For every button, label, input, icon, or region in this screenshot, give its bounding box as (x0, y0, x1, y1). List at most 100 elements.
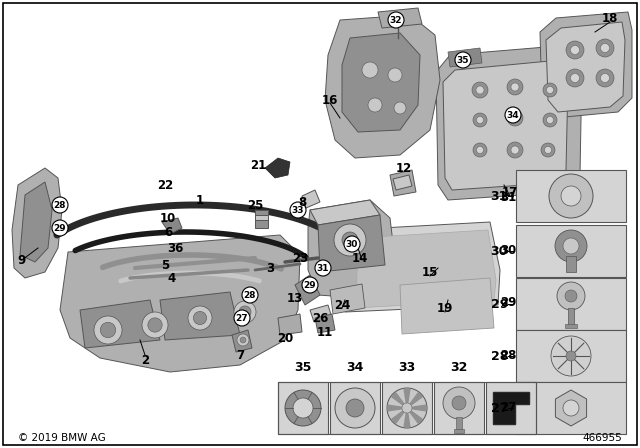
Text: 34: 34 (507, 111, 519, 120)
Text: 30: 30 (491, 245, 508, 258)
Circle shape (188, 306, 212, 330)
Text: 466955: 466955 (582, 433, 622, 443)
Text: 32: 32 (390, 16, 403, 25)
Polygon shape (356, 230, 496, 308)
Circle shape (52, 197, 68, 213)
Circle shape (148, 318, 162, 332)
Bar (454, 429, 464, 433)
Text: 33: 33 (398, 361, 415, 374)
Polygon shape (325, 15, 440, 158)
Polygon shape (390, 170, 416, 196)
Polygon shape (546, 22, 625, 112)
Text: 29: 29 (491, 297, 508, 310)
Polygon shape (318, 215, 385, 272)
Polygon shape (60, 235, 300, 372)
Polygon shape (12, 168, 62, 278)
Text: 27: 27 (236, 314, 248, 323)
Polygon shape (443, 60, 568, 190)
Circle shape (368, 98, 382, 112)
Circle shape (543, 83, 557, 97)
Bar (456, 417, 462, 431)
Circle shape (473, 113, 487, 127)
Circle shape (570, 46, 579, 55)
Circle shape (473, 143, 487, 157)
Circle shape (555, 230, 587, 262)
Polygon shape (393, 175, 412, 190)
Circle shape (505, 107, 521, 123)
Circle shape (443, 387, 475, 419)
Text: 8: 8 (298, 195, 306, 208)
Text: 31: 31 (317, 263, 329, 272)
Circle shape (285, 390, 321, 426)
Circle shape (387, 388, 427, 428)
Text: 12: 12 (396, 161, 412, 175)
Circle shape (239, 306, 251, 318)
Circle shape (142, 312, 168, 338)
Text: 30: 30 (346, 240, 358, 249)
Circle shape (600, 43, 609, 52)
Text: 19: 19 (437, 302, 453, 314)
Polygon shape (400, 278, 494, 334)
Text: 11: 11 (317, 326, 333, 339)
Polygon shape (556, 390, 587, 426)
Text: 25: 25 (247, 198, 263, 211)
Circle shape (477, 116, 483, 124)
Bar (278, 382, 536, 434)
Polygon shape (436, 45, 582, 200)
Circle shape (566, 41, 584, 59)
Text: 36: 36 (167, 241, 183, 254)
Circle shape (302, 277, 318, 293)
Bar (516, 225, 626, 277)
Text: 27: 27 (490, 401, 508, 414)
Text: 4: 4 (168, 271, 176, 284)
Polygon shape (407, 393, 422, 408)
Circle shape (507, 79, 523, 95)
Bar (565, 324, 577, 328)
Circle shape (293, 398, 313, 418)
Polygon shape (232, 330, 252, 352)
Text: 26: 26 (312, 311, 328, 324)
Bar (330, 382, 380, 434)
Polygon shape (308, 200, 395, 298)
Polygon shape (378, 8, 422, 28)
Circle shape (335, 388, 375, 428)
Bar (566, 256, 576, 272)
Bar (568, 308, 574, 326)
Polygon shape (278, 314, 302, 335)
Bar (516, 278, 626, 330)
Circle shape (507, 142, 523, 158)
Circle shape (545, 146, 552, 154)
Circle shape (570, 73, 579, 82)
Circle shape (472, 82, 488, 98)
Circle shape (507, 110, 523, 126)
Text: 10: 10 (160, 211, 176, 224)
Circle shape (388, 68, 402, 82)
Text: 9: 9 (18, 254, 26, 267)
Polygon shape (315, 314, 335, 333)
Circle shape (342, 232, 358, 248)
Circle shape (561, 186, 581, 206)
Polygon shape (302, 190, 320, 208)
Polygon shape (493, 392, 529, 424)
Polygon shape (345, 222, 500, 312)
Circle shape (563, 400, 579, 416)
Circle shape (344, 236, 360, 252)
Circle shape (511, 146, 519, 154)
Bar (516, 170, 626, 222)
Circle shape (563, 238, 579, 254)
Text: 23: 23 (292, 251, 308, 264)
Circle shape (566, 69, 584, 87)
Polygon shape (388, 405, 407, 411)
Circle shape (543, 113, 557, 127)
Text: 21: 21 (250, 159, 266, 172)
Text: 33: 33 (292, 206, 304, 215)
Text: 18: 18 (602, 12, 618, 25)
Circle shape (596, 69, 614, 87)
Text: 22: 22 (157, 178, 173, 191)
Circle shape (362, 62, 378, 78)
Text: 15: 15 (422, 266, 438, 279)
Polygon shape (255, 210, 268, 228)
Polygon shape (20, 182, 52, 262)
Polygon shape (265, 158, 290, 178)
Polygon shape (255, 215, 268, 220)
